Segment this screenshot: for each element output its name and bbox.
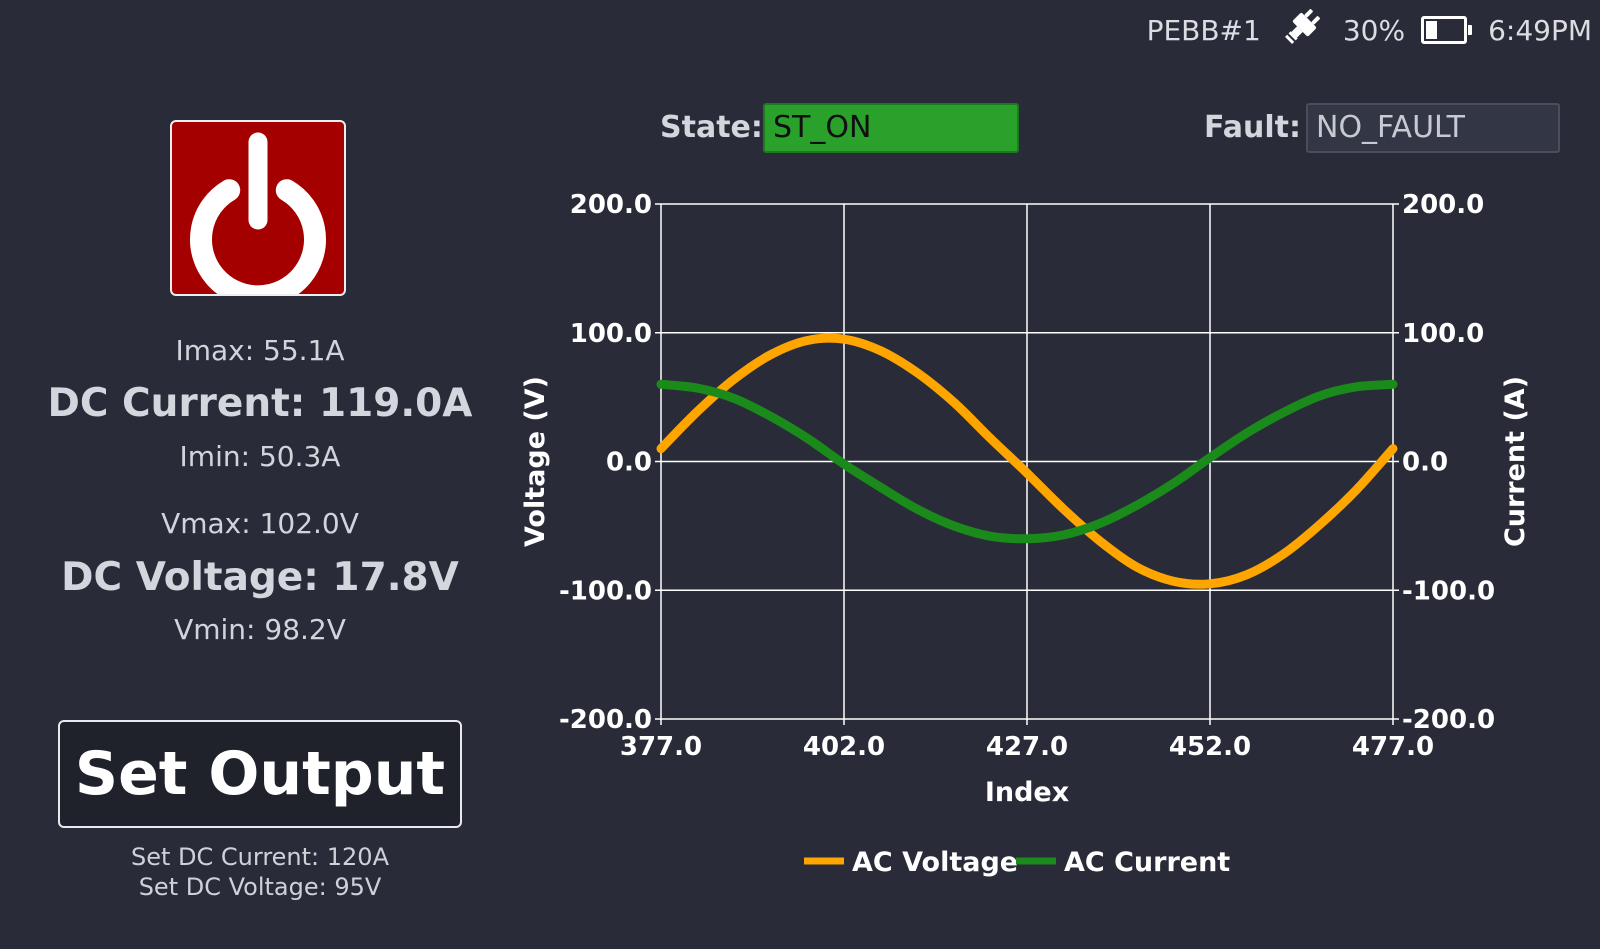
- x-tick-label: 452.0: [1169, 732, 1251, 762]
- x-tick-label: 402.0: [803, 732, 885, 762]
- vmin-readout: Vmin: 98.2V: [174, 613, 346, 646]
- device-name: PEBB#1: [1146, 13, 1261, 47]
- y-right-tick-label: -100.0: [1402, 576, 1495, 606]
- y-left-tick-label: 100.0: [570, 319, 652, 349]
- set-output-button[interactable]: Set Output: [58, 720, 462, 828]
- status-bar: PEBB#1 30% 6:49PM: [1146, 8, 1592, 50]
- imax-readout: Imax: 55.1A: [175, 334, 345, 367]
- y-right-tick-label: -200.0: [1402, 705, 1495, 735]
- fault-label: Fault:: [1204, 110, 1301, 145]
- power-button[interactable]: [170, 120, 346, 296]
- fault-value: NO_FAULT: [1306, 103, 1560, 153]
- clock-time: 6:49PM: [1488, 13, 1592, 47]
- plug-icon: [1277, 2, 1327, 59]
- battery-percent: 30%: [1342, 13, 1406, 47]
- state-label: State:: [660, 110, 763, 145]
- vmax-readout: Vmax: 102.0V: [161, 507, 359, 540]
- ac-voltage-line: [656, 333, 1398, 589]
- x-axis-title: Index: [985, 777, 1069, 808]
- control-panel: Imax: 55.1A DC Current: 119.0A Imin: 50.…: [0, 0, 520, 949]
- y-right-axis-title: Current (A): [1500, 376, 1531, 547]
- set-dc-voltage: Set DC Voltage: 95V: [138, 873, 382, 901]
- battery-icon: [1421, 16, 1473, 44]
- legend-label-ac-voltage: AC Voltage: [852, 847, 1018, 878]
- set-dc-current: Set DC Current: 120A: [131, 843, 389, 871]
- y-left-axis-title: Voltage (V): [520, 376, 551, 547]
- x-tick-label: 427.0: [986, 732, 1068, 762]
- x-tick-label: 377.0: [620, 732, 702, 762]
- ac-current-line: [656, 379, 1398, 544]
- imin-readout: Imin: 50.3A: [179, 440, 341, 473]
- x-tick-label: 477.0: [1352, 732, 1434, 762]
- y-right-tick-label: 0.0: [1402, 448, 1448, 478]
- y-left-tick-label: 200.0: [570, 190, 652, 220]
- y-right-tick-label: 200.0: [1402, 190, 1484, 220]
- y-right-tick-label: 100.0: [1402, 319, 1484, 349]
- dc-voltage-readout: DC Voltage: 17.8V: [61, 555, 459, 600]
- y-left-tick-label: -200.0: [559, 705, 652, 735]
- state-value: ST_ON: [763, 103, 1019, 153]
- power-icon: [190, 132, 326, 294]
- y-left-tick-label: 0.0: [606, 448, 652, 478]
- dc-current-readout: DC Current: 119.0A: [47, 381, 473, 426]
- y-left-tick-label: -100.0: [559, 576, 652, 606]
- legend-label-ac-current: AC Current: [1064, 847, 1230, 878]
